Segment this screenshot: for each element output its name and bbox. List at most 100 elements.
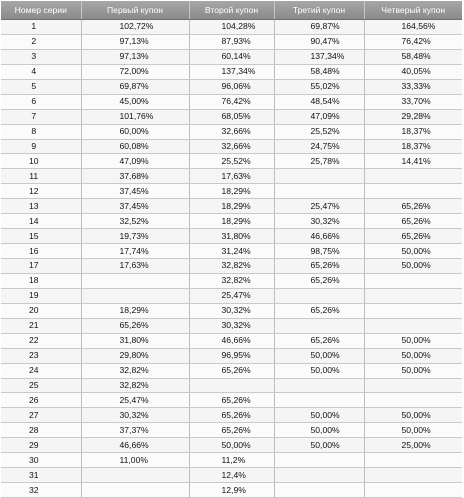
series-number-cell: 14: [1, 213, 82, 230]
fourth-coupon-cell: 50,00%: [364, 422, 462, 439]
table-row: 3 97,13% 60,14% 137,34% 58,48%: [1, 49, 462, 65]
series-number-cell: 1: [1, 19, 82, 35]
fourth-coupon-cell: 50,00%: [364, 258, 462, 274]
series-number-cell: 16: [1, 243, 82, 259]
first-coupon-cell: 31,80%: [81, 333, 190, 349]
second-coupon-cell: 65,26%: [189, 392, 275, 409]
fourth-coupon-cell: 50,00%: [364, 243, 462, 259]
third-coupon-cell: [274, 288, 365, 304]
second-coupon-cell: 87,93%: [189, 34, 275, 50]
second-coupon-cell: 65,26%: [189, 363, 275, 379]
series-number-cell: 26: [1, 392, 82, 409]
third-coupon-cell: 25,52%: [274, 124, 365, 140]
fourth-coupon-cell: 33,33%: [364, 79, 462, 95]
first-coupon-cell: [81, 288, 190, 304]
second-coupon-cell: 25,52%: [189, 153, 275, 170]
table-row: 12 37,45% 18,29%: [1, 183, 462, 200]
series-number-cell: 8: [1, 124, 82, 140]
first-coupon-cell: 102,72%: [81, 19, 190, 35]
first-coupon-cell: 46,66%: [81, 437, 190, 454]
first-coupon-cell: 37,68%: [81, 168, 190, 185]
third-coupon-cell: 50,00%: [274, 363, 365, 379]
third-coupon-cell: [274, 183, 365, 200]
table-row: 27 30,32% 65,26% 50,00% 50,00%: [1, 407, 462, 424]
second-coupon-cell: 30,32%: [189, 303, 275, 319]
series-number-cell: 4: [1, 64, 82, 80]
table-row: 5 69,87% 96,06% 55,02% 33,33%: [1, 79, 462, 95]
second-coupon-cell: 137,34%: [189, 64, 275, 80]
second-coupon-cell: 17,63%: [189, 168, 275, 185]
third-coupon-cell: 50,00%: [274, 348, 365, 364]
third-coupon-cell: 48,54%: [274, 94, 365, 110]
first-coupon-cell: 17,74%: [81, 243, 190, 259]
series-number-cell: 22: [1, 333, 82, 349]
series-number-cell: 7: [1, 109, 82, 125]
table-row: 17 17,63% 32,82% 65,26% 50,00%: [1, 258, 462, 274]
first-coupon-cell: 101,76%: [81, 109, 190, 125]
third-coupon-cell: 137,34%: [274, 49, 365, 65]
first-coupon-cell: 60,08%: [81, 139, 190, 155]
fourth-coupon-cell: [364, 392, 462, 409]
second-coupon-cell: 104,28%: [189, 19, 275, 35]
series-number-cell: 2: [1, 34, 82, 50]
first-coupon-cell: 29,80%: [81, 348, 190, 364]
table-row: 11 37,68% 17,63%: [1, 168, 462, 185]
fourth-coupon-cell: [364, 183, 462, 200]
fourth-coupon-cell: 65,26%: [364, 198, 462, 215]
third-coupon-cell: [274, 378, 365, 394]
table-row: 24 32,82% 65,26% 50,00% 50,00%: [1, 363, 462, 379]
third-coupon-cell: 69,87%: [274, 19, 365, 35]
fourth-coupon-cell: 65,26%: [364, 228, 462, 245]
series-number-cell: 28: [1, 422, 82, 439]
fourth-coupon-cell: 33,70%: [364, 94, 462, 110]
series-number-cell: 24: [1, 363, 82, 379]
first-coupon-cell: 32,82%: [81, 363, 190, 379]
first-coupon-cell: 11,00%: [81, 452, 190, 469]
second-coupon-cell: 32,66%: [189, 139, 275, 155]
first-coupon-cell: 45,00%: [81, 94, 190, 110]
first-coupon-cell: 97,13%: [81, 49, 190, 65]
table-row: 16 17,74% 31,24% 98,75% 50,00%: [1, 243, 462, 259]
fourth-coupon-cell: 18,37%: [364, 124, 462, 140]
second-coupon-cell: 65,26%: [189, 422, 275, 439]
third-coupon-cell: [274, 318, 365, 334]
table-row: 20 18,29% 30,32% 65,26%: [1, 303, 462, 319]
table-row: 25 32,82%: [1, 378, 462, 394]
second-coupon-cell: 18,29%: [189, 213, 275, 230]
table-row: 10 47,09% 25,52% 25,78% 14,41%: [1, 153, 462, 170]
first-coupon-cell: 65,26%: [81, 318, 190, 334]
series-number-cell: 6: [1, 94, 82, 110]
fourth-coupon-cell: 25,00%: [364, 437, 462, 454]
third-coupon-cell: 47,09%: [274, 109, 365, 125]
table-body: 1 102,72% 104,28% 69,87% 164,56% 2 97,13% 87,93…: [1, 19, 462, 498]
series-number-cell: 19: [1, 288, 82, 304]
fourth-coupon-cell: [364, 378, 462, 394]
table-row: 32 12,9%: [1, 482, 462, 498]
series-number-cell: 15: [1, 228, 82, 245]
fourth-coupon-cell: 58,48%: [364, 49, 462, 65]
second-coupon-cell: 32,82%: [189, 273, 275, 289]
second-coupon-cell: 60,14%: [189, 49, 275, 65]
table-row: 7 101,76% 68,05% 47,09% 29,28%: [1, 109, 462, 125]
third-coupon-cell: 25,78%: [274, 153, 365, 170]
second-coupon-cell: 46,66%: [189, 333, 275, 349]
fourth-coupon-cell: 50,00%: [364, 348, 462, 364]
table-row: 22 31,80% 46,66% 65,26% 50,00%: [1, 333, 462, 349]
header-series-number: Номер серии: [1, 1, 82, 20]
first-coupon-cell: 32,52%: [81, 213, 190, 230]
third-coupon-cell: 50,00%: [274, 422, 365, 439]
table-row: 23 29,80% 96,95% 50,00% 50,00%: [1, 348, 462, 364]
header-first-coupon: Первый купон: [81, 1, 190, 20]
third-coupon-cell: 58,48%: [274, 64, 365, 80]
table-row: 14 32,52% 18,29% 30,32% 65,26%: [1, 213, 462, 230]
second-coupon-cell: 68,05%: [189, 109, 275, 125]
second-coupon-cell: 96,95%: [189, 348, 275, 364]
table-row: 1 102,72% 104,28% 69,87% 164,56%: [1, 19, 462, 35]
second-coupon-cell: 32,82%: [189, 258, 275, 274]
third-coupon-cell: 65,26%: [274, 258, 365, 274]
fourth-coupon-cell: 40,05%: [364, 64, 462, 80]
third-coupon-cell: [274, 168, 365, 185]
series-number-cell: 27: [1, 407, 82, 424]
first-coupon-cell: 25,47%: [81, 392, 190, 409]
